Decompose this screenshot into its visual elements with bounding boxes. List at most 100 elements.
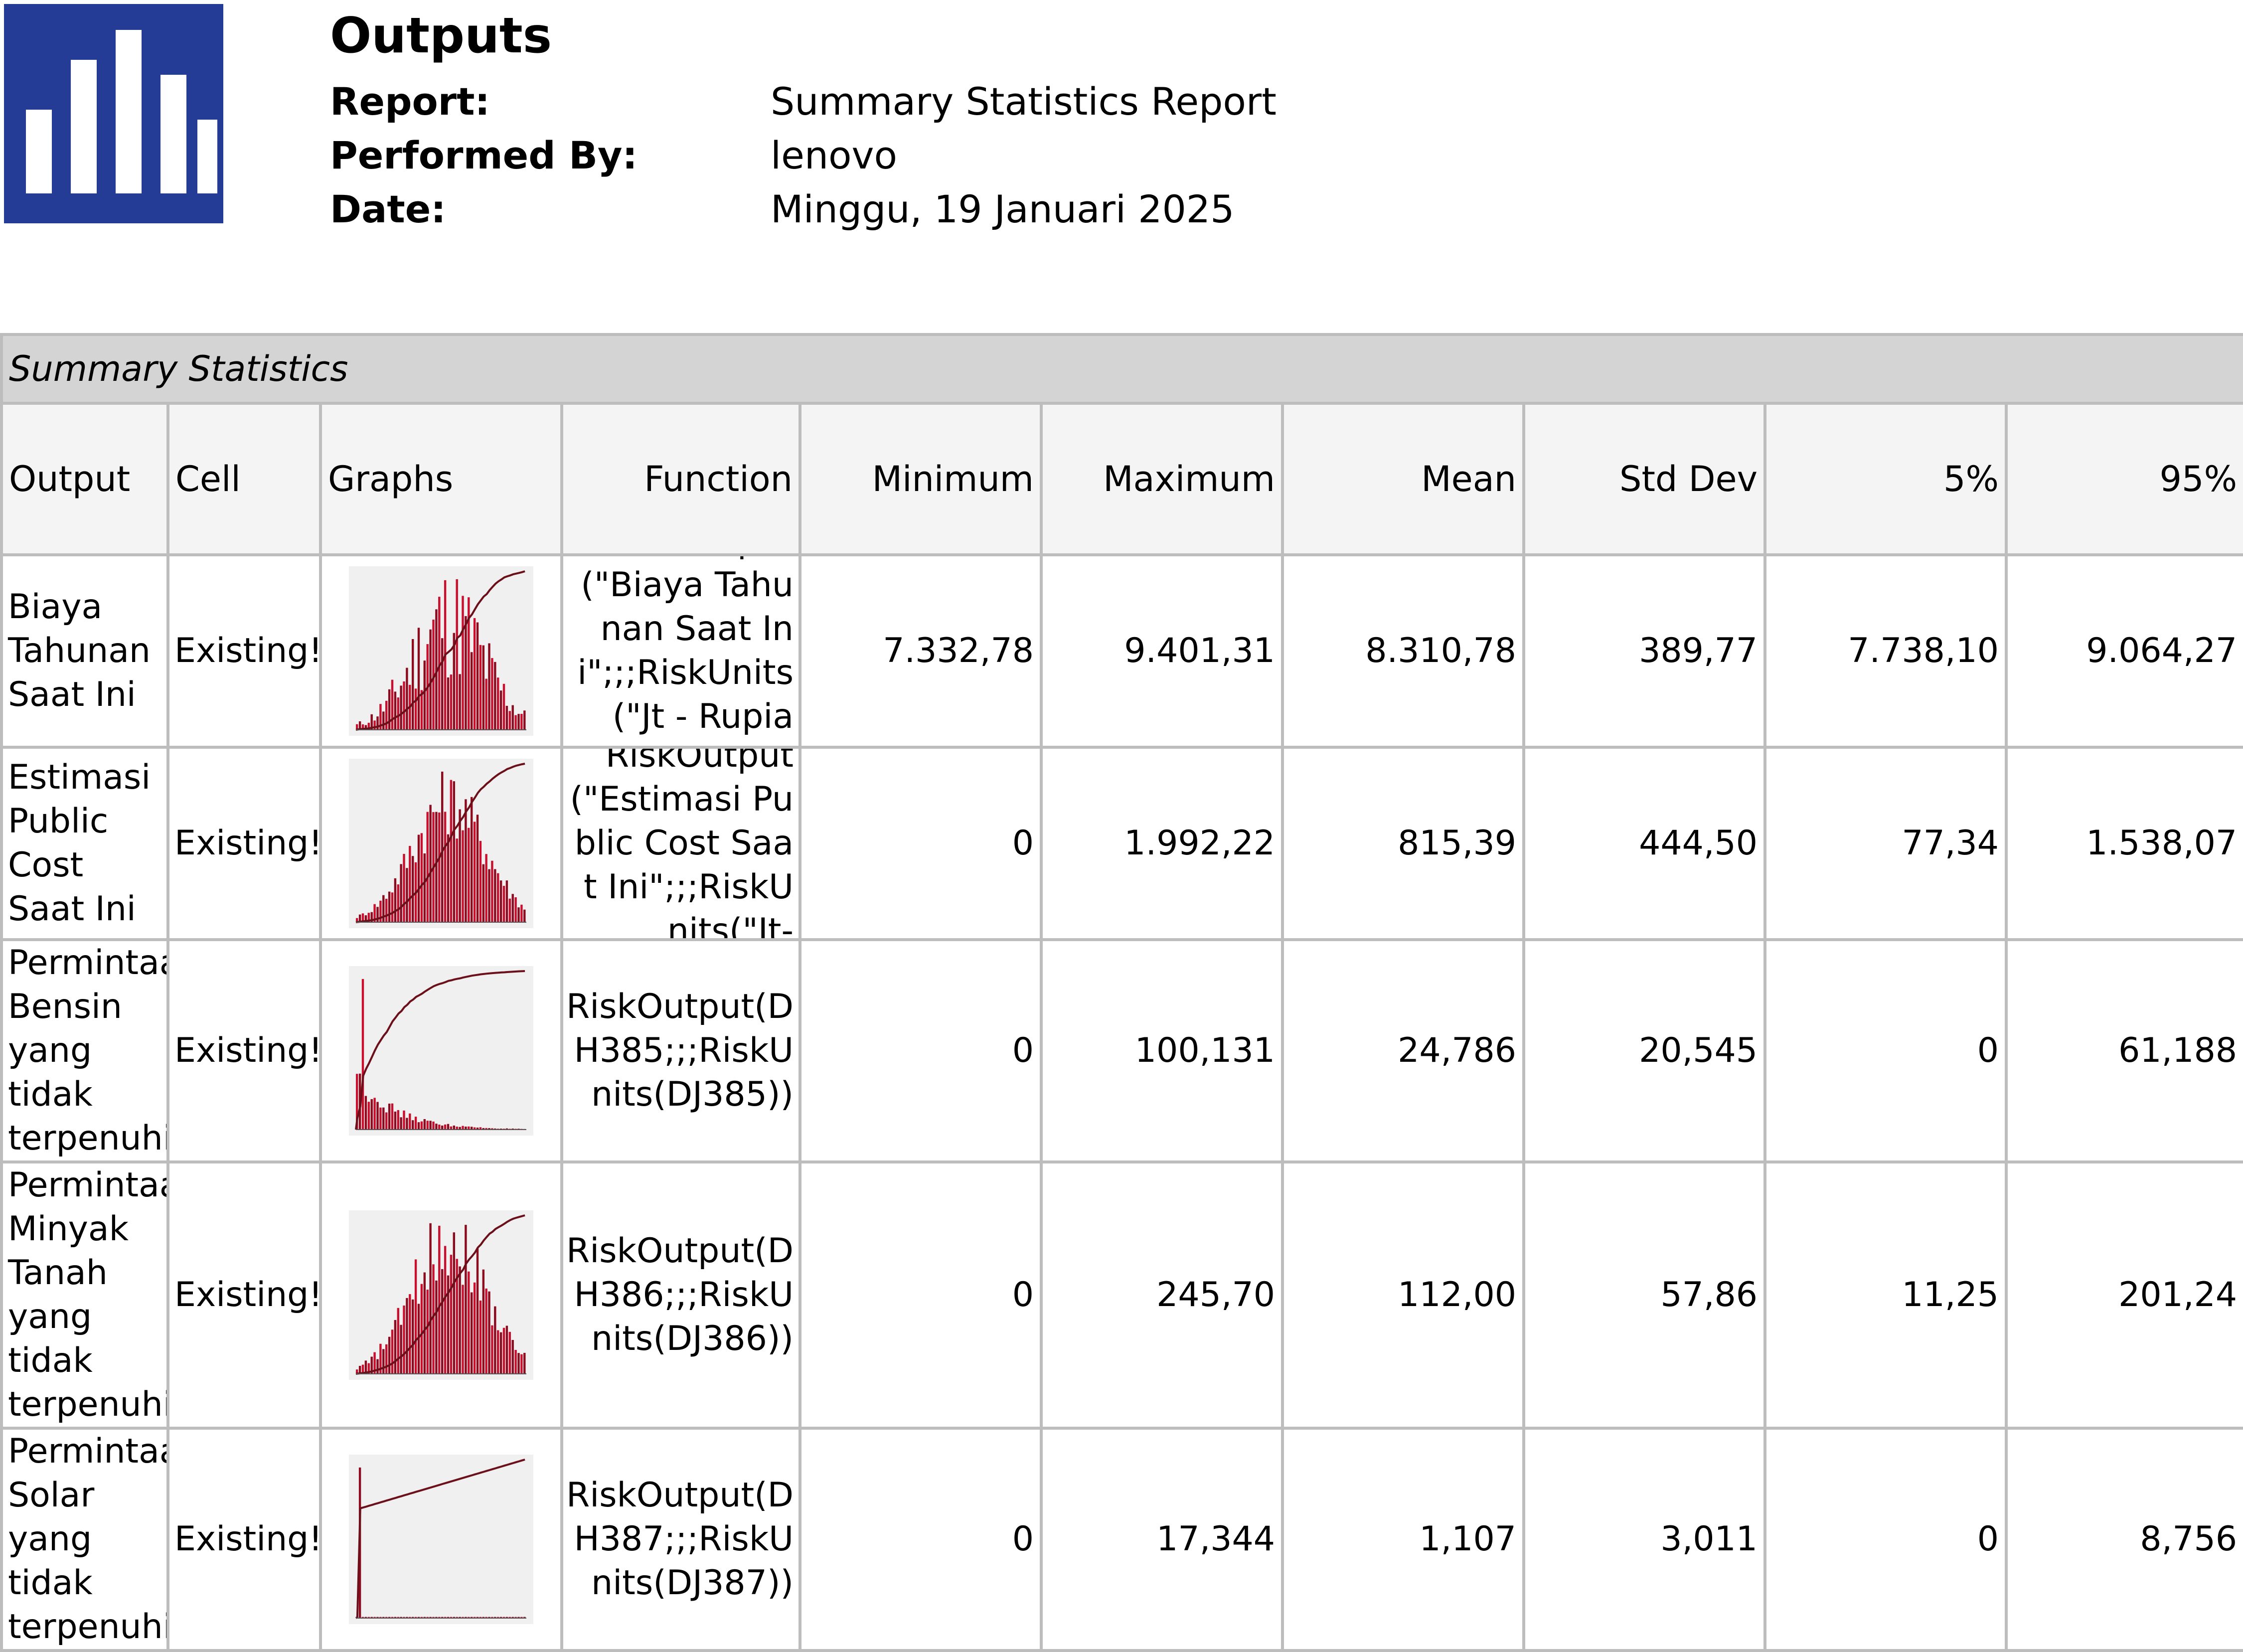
histogram-bar [391,1104,393,1130]
date-label: Date: [330,186,446,232]
histogram-bar [456,838,458,922]
histogram-bar [418,1122,420,1130]
histogram-bar [462,1126,464,1130]
histogram-bar [512,1340,514,1374]
column-header-maximum: Maximum [1041,403,1282,555]
p5-value: 77,34 [1765,747,2006,940]
histogram-bar [385,701,387,730]
histogram-bar [474,1283,476,1374]
minimum-value: 0 [800,1162,1041,1428]
histogram-bar [424,1273,426,1374]
histogram-bar [477,623,479,730]
column-header-output: Output [1,403,168,555]
histogram-bar [517,1353,519,1374]
std-dev-value: 389,77 [1524,555,1765,747]
minimum-value: 0 [800,1428,1041,1651]
histogram-bar [509,899,511,922]
histogram-bar [412,639,414,730]
histogram-bar [514,1350,516,1374]
histogram-bar [482,864,484,922]
distribution-graph-svg [349,1455,533,1624]
histogram-bar [406,1298,408,1374]
histogram-bar [427,1121,429,1130]
histogram-bar [373,1098,375,1130]
output-name: Permintaan Minyak Tanah yang tidak terpe… [1,1162,168,1428]
distribution-graph-svg [349,759,533,928]
cell-reference: Existing!DI387 [168,1428,320,1651]
histogram-bar [397,884,399,922]
histogram-bar [450,1255,452,1374]
histogram-bar [459,810,461,923]
histogram-bar [506,1326,508,1374]
p5-value: 0 [1765,940,2006,1162]
maximum-value: 9.401,31 [1041,555,1282,747]
histogram-bar [403,1306,405,1374]
histogram-bar [462,1285,464,1374]
histogram-bar [400,864,402,922]
histogram-bar [497,1330,499,1374]
histogram-bar [477,815,479,922]
histogram-bar [465,1225,467,1374]
maximum-value: 1.992,22 [1041,747,1282,940]
histogram-bar [517,714,519,730]
histogram-bar [382,1349,384,1374]
column-header-p95: 95% [2006,403,2243,555]
histogram-bar [471,797,473,922]
cell-reference: Existing!DI385 [168,940,320,1162]
histogram-bar [394,1320,396,1374]
p95-value: 61,188 [2006,940,2243,1162]
histogram-bar [471,1293,473,1374]
column-header-minimum: Minimum [800,403,1041,555]
histogram-bar [385,1113,387,1130]
histogram-bar [385,899,387,922]
histogram-bar [480,645,481,730]
function-formula: RiskOutput(DH386;;;RiskUnits(DJ386)) [563,1229,794,1361]
logo [4,4,223,223]
histogram-bar [477,1248,479,1374]
histogram-bar [388,1104,390,1130]
histogram-bar [406,668,408,730]
histogram-bar [447,677,449,730]
histogram-bar [512,894,514,922]
histogram-bar [517,907,519,922]
minimum-value: 7.332,78 [800,555,1041,747]
histogram-bar [403,681,405,730]
histogram-bar [415,688,417,730]
maximum-value: 17,344 [1041,1428,1282,1651]
histogram-bar [412,1120,414,1130]
histogram-bar [482,646,484,730]
function-formula: RiskOutput("Estimasi Public Cost Saat In… [563,749,794,938]
function-formula: RiskOutput(DH387;;;RiskUnits(DJ387)) [563,1474,794,1605]
table-caption: Summary Statistics [1,334,2243,403]
report-value: Summary Statistics Report [771,79,1277,124]
histogram-bar [506,706,508,730]
histogram-bar [480,841,481,922]
histogram-bar [412,856,414,922]
histogram-bar [494,869,496,923]
histogram-bar [382,895,384,922]
mean-value: 815,39 [1282,747,1524,940]
histogram-bar [409,1294,411,1374]
p5-value: 0 [1765,1428,2006,1651]
histogram-bar [400,685,402,730]
histogram-bar [514,715,516,730]
histogram-bar [394,691,396,730]
histogram-bar [432,1122,434,1130]
histogram-bar [400,1117,402,1130]
maximum-value: 100,131 [1041,940,1282,1162]
distribution-graph [320,1428,562,1651]
histogram-bar [459,674,461,730]
histogram-bar [403,1111,405,1130]
column-header-function: Function [562,403,800,555]
histogram-bar [388,892,390,922]
std-dev-value: 20,545 [1524,940,1765,1162]
histogram-bar [418,835,420,923]
histogram-bar [509,1332,511,1374]
histogram-bar [368,1102,370,1130]
column-header-p5: 5% [1765,403,2006,555]
histogram-bar [520,714,522,730]
histogram-bar [494,1307,496,1374]
histogram-bar [438,1226,440,1374]
std-dev-value: 444,50 [1524,747,1765,940]
histogram-bar [488,644,490,730]
